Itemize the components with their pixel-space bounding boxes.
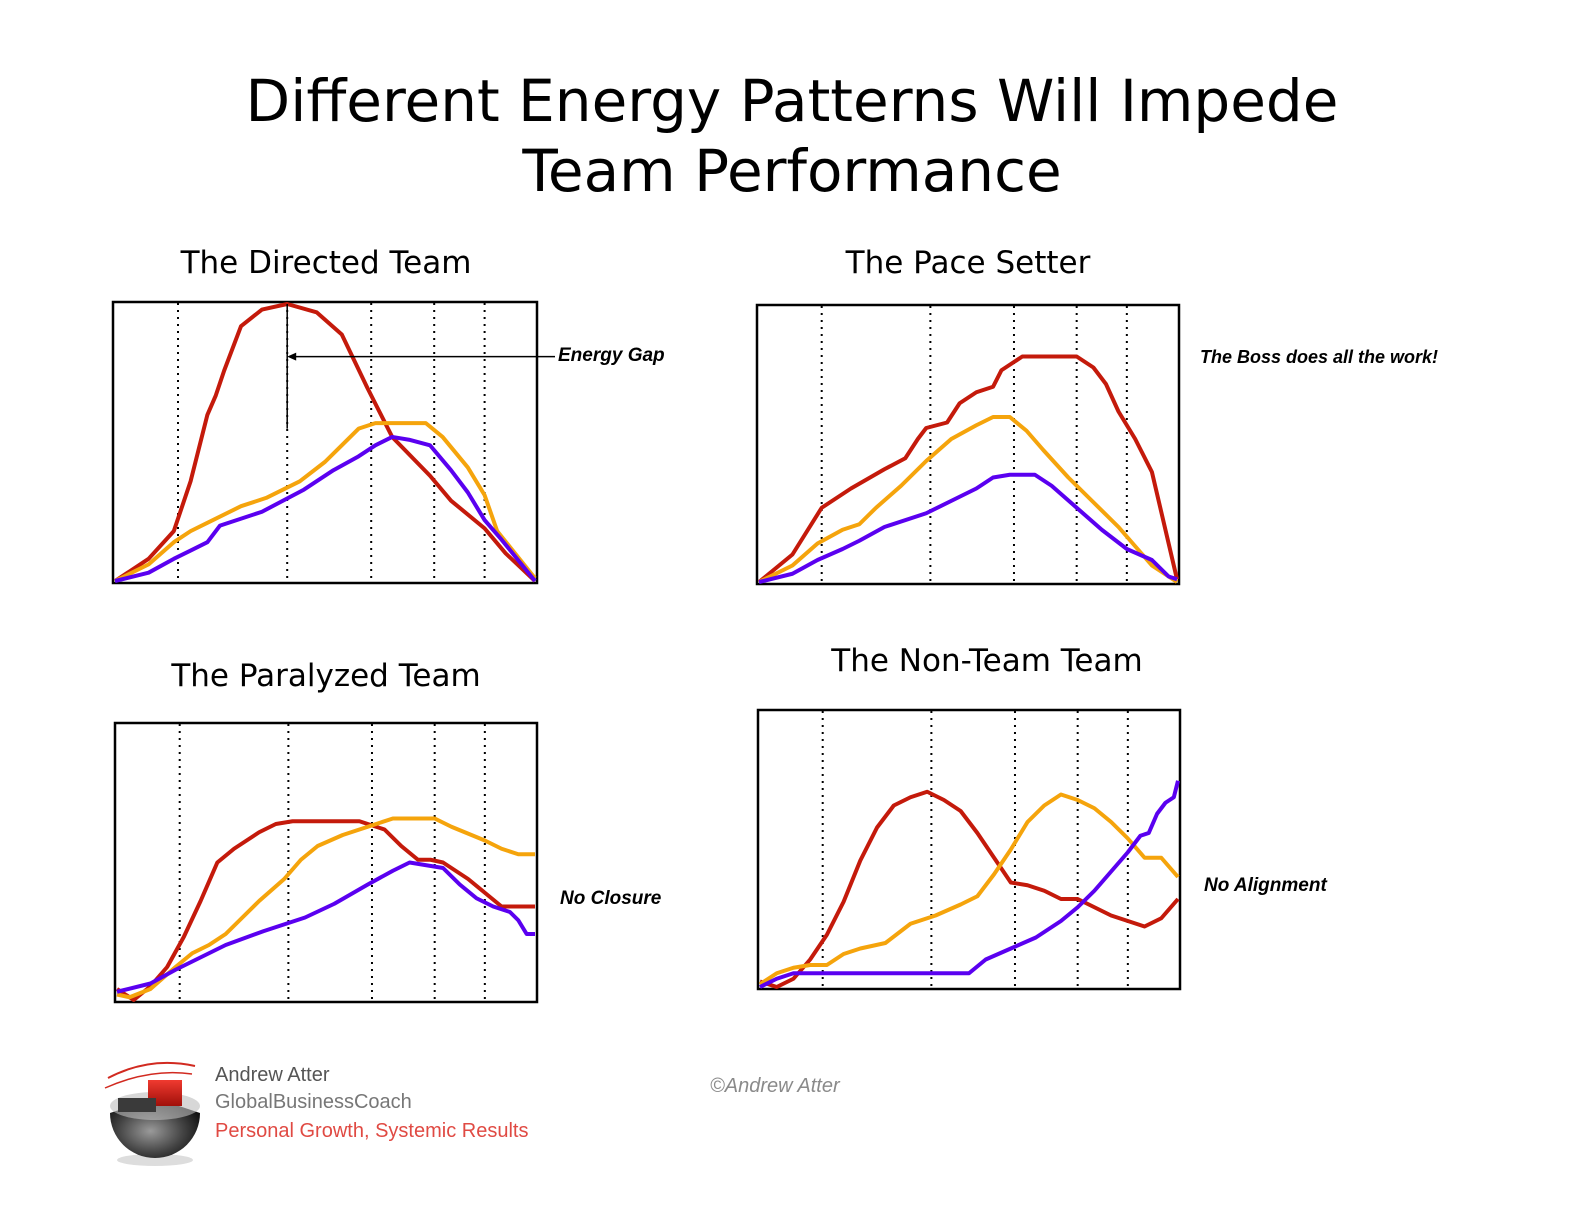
the-paralyzed-team-frame <box>113 721 539 1004</box>
title-line-1: Different Energy Patterns Will Impede <box>245 67 1339 135</box>
chart-title-pace-setter: The Pace Setter <box>845 245 1091 281</box>
chart-title-directed-team: The Directed Team <box>180 245 472 281</box>
chart-title-non-team-team: The Non-Team Team <box>831 643 1143 679</box>
annotation-energy-gap: Energy Gap <box>558 345 665 366</box>
the-non-team-team-series-line-2 <box>758 792 1180 986</box>
annotation-no-alignment: No Alignment <box>1204 875 1327 896</box>
the-non-team-team-series-line-1 <box>759 789 1180 989</box>
the-paralyzed-team-series-line-3 <box>116 860 535 994</box>
the-pace-setter-series-line-2 <box>758 415 1179 584</box>
title-line-2: Team Performance <box>522 137 1062 205</box>
energy-gap-arrowhead <box>287 352 297 361</box>
chart-directed-team <box>111 300 555 585</box>
logo-sphere <box>104 1061 200 1166</box>
the-directed-team-series-line-2 <box>114 421 537 583</box>
chart-paralyzed-team <box>113 721 539 1004</box>
chart-title-paralyzed-team: The Paralyzed Team <box>171 658 481 694</box>
chart-non-team-team <box>756 708 1182 991</box>
the-non-team-team-frame <box>756 708 1182 991</box>
the-directed-team-series-line-3 <box>114 434 537 583</box>
the-paralyzed-team-series-line-1 <box>115 819 535 1002</box>
the-directed-team-frame <box>111 300 539 585</box>
chart-pace-setter <box>755 303 1181 586</box>
annotation-no-closure: No Closure <box>560 888 662 909</box>
the-pace-setter-frame <box>755 303 1181 586</box>
annotation-boss-work: The Boss does all the work! <box>1200 347 1439 367</box>
page-title: Different Energy Patterns Will Impede Te… <box>0 66 1584 206</box>
the-paralyzed-team-series-line-2 <box>116 816 535 1000</box>
the-pace-setter-series-line-1 <box>757 354 1179 584</box>
footer-name: Andrew Atter <box>215 1064 330 1086</box>
copyright-notice: ©Andrew Atter <box>710 1075 840 1097</box>
footer-company: GlobalBusinessCoach <box>215 1091 412 1113</box>
the-non-team-team-series-line-3 <box>759 780 1180 989</box>
the-pace-setter-series-line-3 <box>758 472 1178 584</box>
footer-tagline: Personal Growth, Systemic Results <box>215 1120 529 1142</box>
